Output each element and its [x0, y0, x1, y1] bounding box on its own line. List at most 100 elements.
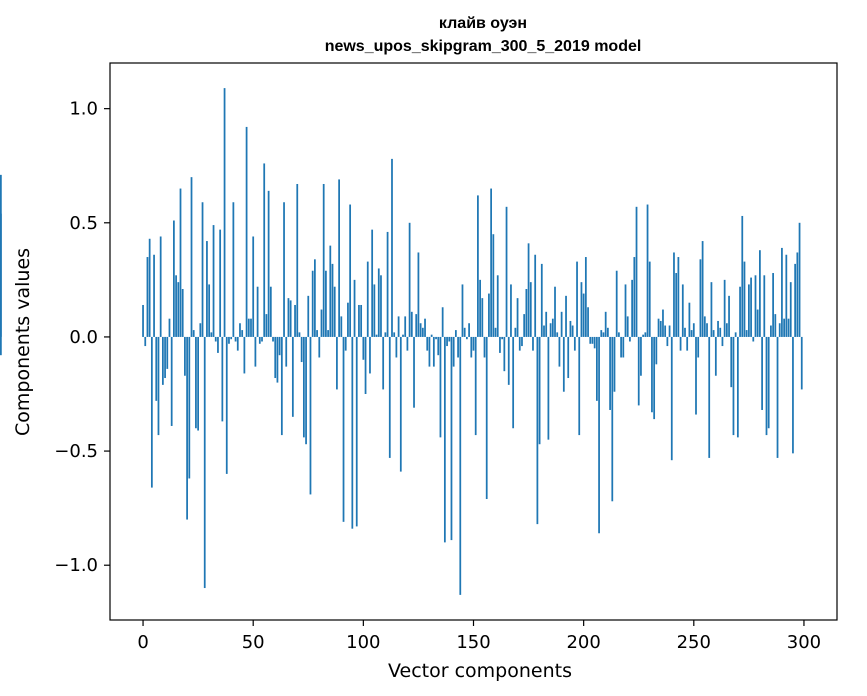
- bar-component-34: [217, 336, 219, 353]
- bar-component-227: [642, 334, 645, 337]
- bar-component-142: [454, 330, 457, 337]
- bar-component-221: [629, 336, 631, 342]
- bar-component-53: [258, 336, 261, 344]
- bar-component-208: [600, 330, 603, 337]
- bar-component-52: [256, 286, 259, 337]
- bar-component-299: [800, 336, 803, 390]
- bar-component-135: [439, 336, 442, 438]
- bar-component-242: [675, 273, 678, 337]
- bar-component-5: [153, 254, 155, 337]
- bar-component-175: [527, 243, 530, 337]
- y-tick-label: 0.5: [69, 213, 98, 234]
- bar-component-280: [759, 250, 761, 337]
- bar-component-13: [170, 336, 173, 426]
- bar-component-58: [269, 286, 272, 337]
- bar-component-295: [792, 336, 794, 454]
- bar-component-293: [787, 318, 790, 337]
- bar-component-143: [457, 336, 459, 358]
- bar-component-105: [373, 284, 376, 337]
- bar-component-250: [692, 323, 695, 337]
- bar-component-197: [576, 261, 578, 337]
- bar-component-186: [551, 318, 554, 337]
- bar-component-129: [426, 336, 429, 351]
- bar-component-149: [470, 336, 473, 358]
- bar-component-27: [201, 202, 204, 337]
- bar-component-276: [750, 277, 752, 337]
- bar-component-14: [173, 220, 175, 337]
- bar-component-176: [529, 282, 532, 337]
- bar-component-119: [404, 316, 407, 337]
- bar-component-260: [714, 336, 717, 376]
- bar-component-65: [285, 336, 288, 367]
- bar-component-241: [673, 252, 675, 337]
- bar-component-68: [291, 336, 294, 417]
- bar-component-61: [276, 336, 279, 383]
- bar-component-253: [699, 259, 702, 337]
- bar-component-134: [437, 336, 440, 356]
- bar-component-209: [602, 332, 605, 337]
- bar-component-16: [177, 282, 180, 337]
- bar-component-216: [618, 332, 620, 337]
- bar-component-271: [739, 286, 741, 337]
- bar-component-48: [247, 318, 250, 337]
- bar-component-225: [637, 336, 640, 406]
- bar-component-138: [446, 336, 448, 347]
- bar-component-211: [607, 327, 609, 337]
- bar-component-85: [329, 245, 332, 337]
- bar-component-130: [428, 336, 431, 367]
- bar-component-10: [164, 336, 166, 379]
- bar-component-288: [776, 336, 779, 458]
- bar-component-249: [690, 330, 693, 337]
- bar-component-66: [287, 298, 290, 337]
- bar-component-112: [388, 336, 391, 458]
- bar-component-undefined: [0, 336, 2, 356]
- bar-component-297: [796, 252, 799, 337]
- bar-component-148: [468, 323, 470, 337]
- bar-component-91: [342, 336, 345, 522]
- bar-component-109: [382, 336, 385, 390]
- chart-subtitle: news_upos_skipgram_300_5_2019 model: [325, 38, 642, 55]
- bar-component-96: [353, 279, 356, 337]
- bar-component-285: [770, 325, 772, 337]
- bar-component-141: [452, 336, 455, 367]
- bar-component-170: [516, 298, 519, 337]
- bar-component-212: [609, 336, 611, 410]
- bar-component-69: [294, 304, 296, 337]
- bar-component-9: [161, 336, 164, 385]
- bar-component-181: [540, 263, 543, 337]
- bar-component-252: [697, 336, 700, 358]
- bars-group: [0, 88, 803, 595]
- bar-component-196: [573, 336, 576, 351]
- bar-component-63: [280, 336, 283, 436]
- bar-component-146: [463, 327, 466, 337]
- bar-component-24: [195, 336, 197, 429]
- bar-component-236: [662, 309, 664, 337]
- bar-component-158: [490, 188, 492, 337]
- bar-component-20: [186, 336, 188, 520]
- bar-component-1: [144, 336, 147, 347]
- bar-component-213: [611, 336, 614, 502]
- bar-component-103: [369, 336, 371, 374]
- bar-component-117: [399, 336, 402, 472]
- bar-component-184: [547, 336, 550, 440]
- bar-component-279: [756, 309, 759, 337]
- chart-title: клайв оуэн: [439, 15, 527, 32]
- bar-component-202: [587, 307, 589, 337]
- bar-component-220: [626, 316, 629, 337]
- bar-component-121: [408, 222, 411, 337]
- bar-component-261: [717, 320, 719, 337]
- bar-component-264: [723, 279, 726, 337]
- bar-component-75: [307, 295, 310, 337]
- bar-component-217: [620, 336, 622, 358]
- bar-component-84: [327, 330, 329, 337]
- bar-component-36: [221, 336, 224, 422]
- bar-component-40: [230, 336, 233, 340]
- bar-component-21: [188, 336, 191, 479]
- bar-component-81: [320, 309, 323, 337]
- bar-component-90: [340, 316, 343, 337]
- bar-component-273: [743, 261, 746, 337]
- bar-component-67: [289, 300, 292, 337]
- bar-component-168: [512, 336, 515, 429]
- bar-component-201: [584, 257, 587, 337]
- y-tick-label: −0.5: [54, 441, 98, 462]
